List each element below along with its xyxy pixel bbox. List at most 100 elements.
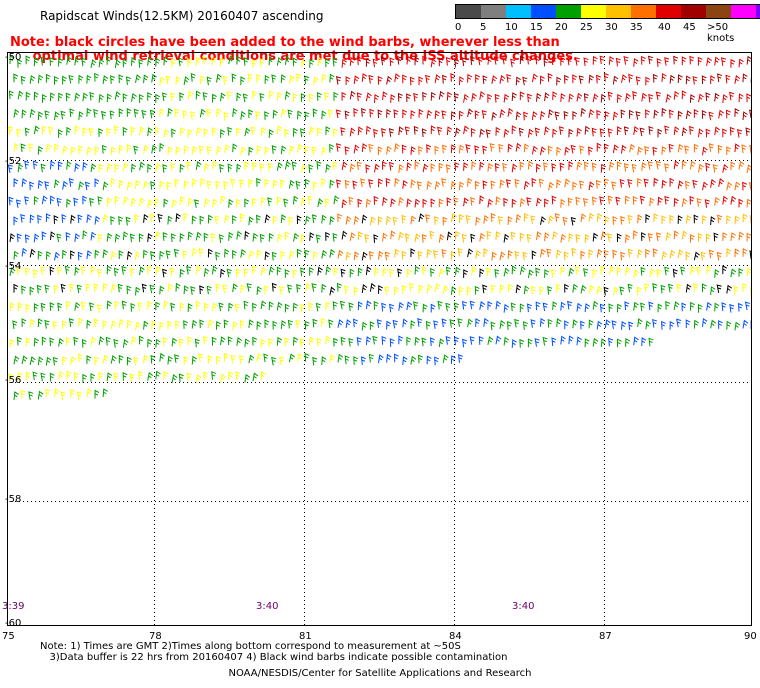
wind-barb bbox=[514, 318, 520, 328]
wind-barb bbox=[430, 267, 435, 277]
wind-barb bbox=[199, 319, 205, 329]
wind-barb bbox=[33, 125, 40, 135]
wind-barb bbox=[244, 161, 250, 171]
wind-barb bbox=[126, 319, 132, 329]
wind-barb bbox=[487, 336, 494, 345]
wind-barb bbox=[406, 301, 413, 311]
wind-barb bbox=[696, 197, 702, 207]
wind-barb bbox=[499, 251, 506, 261]
wind-barb bbox=[466, 286, 472, 296]
wind-barb bbox=[547, 73, 553, 82]
wind-barb bbox=[143, 144, 149, 154]
wind-barb bbox=[292, 269, 298, 278]
wind-barb bbox=[244, 338, 250, 348]
wind-barb bbox=[307, 195, 313, 205]
wind-barb bbox=[461, 57, 467, 66]
wind-barb bbox=[490, 180, 496, 190]
legend-swatch bbox=[731, 5, 756, 18]
wind-barb bbox=[681, 90, 687, 100]
wind-barb bbox=[730, 268, 737, 278]
wind-barb bbox=[203, 128, 209, 138]
wind-barb bbox=[50, 231, 56, 241]
wind-barb bbox=[173, 248, 179, 258]
wind-barb bbox=[378, 354, 384, 364]
wind-barb bbox=[426, 284, 433, 294]
wind-barb bbox=[50, 92, 55, 102]
wind-barb bbox=[147, 338, 153, 348]
wind-barb bbox=[453, 92, 459, 102]
wind-barb bbox=[738, 198, 744, 208]
wind-barb bbox=[442, 354, 449, 364]
wind-barb bbox=[368, 353, 374, 363]
wind-barb bbox=[305, 215, 311, 225]
wind-barb bbox=[106, 265, 112, 275]
wind-barb bbox=[487, 300, 493, 310]
footnote-line1: Note: 1) Times are GMT 2)Times along bot… bbox=[40, 641, 461, 652]
wind-barb bbox=[345, 76, 351, 85]
wind-barb bbox=[45, 213, 51, 222]
wind-barb bbox=[271, 145, 277, 154]
wind-barb bbox=[37, 145, 43, 155]
wind-barb bbox=[149, 109, 155, 119]
wind-barb bbox=[653, 177, 659, 187]
wind-barb bbox=[220, 373, 226, 383]
wind-barb bbox=[664, 195, 670, 205]
wind-barb bbox=[333, 267, 339, 276]
wind-barb bbox=[96, 304, 103, 313]
wind-barb bbox=[191, 178, 198, 188]
wind-barb bbox=[612, 144, 619, 154]
wind-barb bbox=[665, 93, 672, 103]
wind-barb bbox=[368, 179, 374, 188]
wind-barb bbox=[522, 251, 528, 261]
wind-barb bbox=[149, 213, 155, 223]
wind-barb bbox=[685, 180, 690, 190]
wind-barb bbox=[588, 284, 595, 294]
wind-barb bbox=[749, 250, 752, 259]
wind-barb bbox=[66, 198, 72, 208]
wind-barb bbox=[65, 337, 71, 346]
wind-barb bbox=[422, 91, 427, 101]
wind-barb bbox=[596, 285, 603, 295]
wind-barb bbox=[65, 92, 71, 102]
wind-barb bbox=[515, 284, 522, 294]
wind-barb bbox=[20, 213, 26, 223]
wind-barb bbox=[568, 128, 574, 138]
wind-barb bbox=[507, 249, 513, 259]
wind-barb bbox=[374, 163, 380, 173]
wind-barb bbox=[187, 231, 193, 241]
wind-barb bbox=[98, 58, 105, 68]
wind-barb bbox=[320, 317, 326, 327]
wind-barb bbox=[373, 128, 379, 138]
wind-barb bbox=[592, 269, 598, 278]
wind-barb bbox=[147, 199, 154, 209]
wind-barb bbox=[57, 161, 63, 171]
wind-barb bbox=[178, 57, 184, 67]
wind-barb bbox=[199, 108, 206, 118]
wind-barb bbox=[365, 198, 372, 208]
wind-barb bbox=[300, 128, 306, 137]
wind-barb bbox=[429, 337, 435, 347]
wind-barb bbox=[357, 267, 363, 277]
wind-barb bbox=[692, 179, 698, 189]
wind-barb bbox=[398, 301, 404, 311]
wind-barb bbox=[474, 285, 480, 295]
wind-barb bbox=[280, 320, 287, 329]
wind-barb bbox=[548, 181, 555, 191]
wind-barb bbox=[86, 388, 93, 397]
wind-barb bbox=[73, 197, 79, 207]
wind-barb bbox=[621, 74, 627, 83]
wind-barb bbox=[502, 162, 508, 172]
wind-barb bbox=[135, 321, 141, 331]
wind-barb bbox=[720, 57, 727, 66]
wind-barb bbox=[141, 283, 147, 293]
wind-barb bbox=[625, 195, 630, 205]
wind-barb bbox=[514, 178, 520, 188]
wind-barb bbox=[635, 76, 641, 85]
wind-barb bbox=[546, 248, 552, 258]
wind-barb bbox=[382, 196, 388, 206]
wind-barb bbox=[147, 300, 153, 310]
wind-barb bbox=[78, 317, 84, 327]
wind-barb bbox=[734, 143, 740, 153]
wind-barb bbox=[620, 215, 626, 225]
wind-barb bbox=[418, 354, 423, 364]
